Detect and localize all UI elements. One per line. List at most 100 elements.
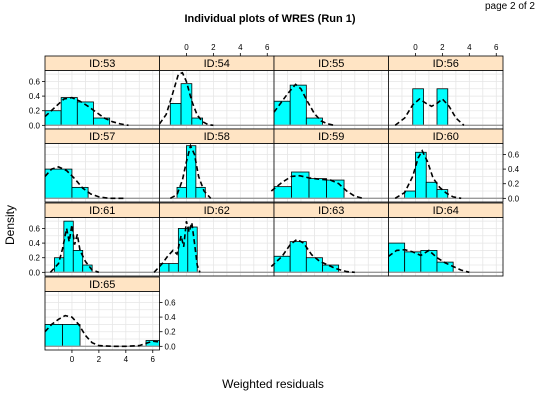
panel-id-65: ID:65 0 2 4 6 0.0 0.2 0.4 0.6 bbox=[44, 276, 177, 364]
histogram-bar bbox=[388, 242, 406, 273]
x-tick-label: 2 bbox=[440, 43, 445, 52]
histogram-bar bbox=[420, 250, 438, 273]
panel-frame bbox=[388, 143, 504, 203]
panel-id-61: ID:61 0.0 0.2 0.4 0.6 bbox=[29, 202, 160, 277]
y-tick-label: 0.6 bbox=[508, 150, 520, 159]
panel-strip-label: ID:65 bbox=[89, 279, 115, 291]
y-tick-label: 0.6 bbox=[29, 77, 41, 86]
panel-strip-label: ID:59 bbox=[318, 131, 344, 143]
panel-id-60: ID:60 0.0 0.2 0.4 0.6 bbox=[388, 128, 520, 203]
panel-id-55: ID:55 bbox=[273, 55, 389, 130]
x-tick-label: 6 bbox=[151, 355, 156, 364]
histogram-bar bbox=[404, 190, 416, 199]
histogram-bar bbox=[169, 103, 182, 126]
panel-strip-label: ID:55 bbox=[318, 58, 344, 70]
histogram-bar bbox=[326, 179, 345, 199]
density-curve bbox=[44, 96, 129, 127]
x-axis-title: Weighted residuals bbox=[222, 377, 324, 391]
x-tick-label: 4 bbox=[238, 43, 243, 52]
panel-id-54: ID:54 0 2 4 6 bbox=[158, 43, 275, 130]
histogram-bar bbox=[177, 228, 189, 273]
histogram-bar bbox=[308, 178, 327, 199]
x-tick-label: 0 bbox=[70, 355, 75, 364]
density-curve bbox=[270, 238, 355, 274]
density-curve bbox=[169, 143, 212, 200]
histogram-bar bbox=[44, 110, 62, 126]
histogram-bar bbox=[415, 151, 427, 199]
histogram-bar bbox=[412, 88, 424, 126]
y-tick-label: 0.6 bbox=[165, 298, 177, 307]
panel-strip-label: ID:58 bbox=[204, 131, 230, 143]
chart-title: Individual plots of WRES (Run 1) bbox=[184, 13, 355, 25]
y-tick-label: 0.4 bbox=[29, 92, 41, 101]
panel-strip-label: ID:62 bbox=[204, 205, 230, 217]
panel-strip-label: ID:61 bbox=[89, 205, 115, 217]
y-tick-label: 0.4 bbox=[508, 165, 520, 174]
y-tick-label: 0.2 bbox=[29, 254, 41, 263]
x-tick-label: 0 bbox=[413, 43, 418, 52]
density-curve bbox=[394, 97, 465, 126]
y-tick-label: 0.2 bbox=[165, 328, 177, 337]
panel-frame bbox=[44, 291, 160, 351]
panels-layer: ID:53 0.0 0.2 0.4 0.6 ID:54 0 2 4 6 ID:55 ID:56 0 2 4 6… bbox=[29, 43, 520, 364]
x-tick-label: 6 bbox=[494, 43, 499, 52]
histogram-bar bbox=[305, 117, 323, 126]
panel-strip-label: ID:57 bbox=[89, 131, 115, 143]
histogram-bar bbox=[60, 97, 78, 126]
y-tick-label: 0.0 bbox=[508, 194, 520, 203]
y-tick-label: 0.0 bbox=[29, 121, 41, 130]
histogram-bar bbox=[180, 83, 193, 126]
density-curve bbox=[44, 166, 126, 200]
y-tick-label: 0.4 bbox=[29, 239, 41, 248]
y-tick-label: 0.4 bbox=[165, 313, 177, 322]
panel-id-53: ID:53 0.0 0.2 0.4 0.6 bbox=[29, 55, 160, 130]
histogram-bar bbox=[425, 181, 438, 199]
panel-strip-label: ID:60 bbox=[433, 131, 459, 143]
histogram-bar bbox=[71, 186, 89, 199]
y-tick-label: 0.0 bbox=[29, 268, 41, 277]
panel-strip-label: ID:56 bbox=[433, 58, 459, 70]
density-curve bbox=[153, 221, 201, 273]
page-label: page 2 of 2 bbox=[485, 1, 535, 12]
y-tick-label: 0.2 bbox=[508, 180, 520, 189]
histogram-bar bbox=[436, 88, 449, 126]
histogram-bar bbox=[273, 255, 291, 273]
density-curve bbox=[158, 71, 214, 127]
histogram-bar bbox=[273, 100, 291, 126]
histogram-bar bbox=[273, 186, 292, 199]
panel-id-59: ID:59 bbox=[270, 128, 389, 203]
histogram-bar bbox=[289, 84, 307, 126]
y-tick-label: 0.2 bbox=[29, 107, 41, 116]
histogram-bar bbox=[54, 257, 65, 273]
histogram-bar bbox=[168, 263, 179, 273]
x-tick-label: 6 bbox=[265, 43, 270, 52]
panel-id-57: ID:57 bbox=[44, 128, 160, 203]
panel-frame bbox=[388, 217, 504, 277]
panel-strip-label: ID:63 bbox=[318, 205, 344, 217]
panel-strip-label: ID:54 bbox=[204, 58, 230, 70]
histogram-bar bbox=[62, 324, 81, 347]
density-curve bbox=[388, 248, 470, 274]
panel-id-56: ID:56 0 2 4 6 bbox=[388, 43, 504, 130]
panel-id-62: ID:62 bbox=[153, 202, 275, 277]
x-tick-label: 2 bbox=[211, 43, 216, 52]
panel-id-63: ID:63 bbox=[270, 202, 389, 277]
y-tick-label: 0.6 bbox=[29, 224, 41, 233]
y-axis-title: Density bbox=[3, 205, 17, 245]
density-curve bbox=[44, 314, 160, 348]
panel-id-58: ID:58 bbox=[159, 128, 275, 203]
histogram-bar bbox=[289, 241, 307, 273]
density-curve bbox=[273, 83, 335, 127]
x-tick-label: 2 bbox=[97, 355, 102, 364]
density-curve bbox=[394, 149, 462, 200]
x-tick-label: 4 bbox=[124, 355, 129, 364]
panel-strip-label: ID:53 bbox=[89, 58, 115, 70]
x-tick-label: 0 bbox=[184, 43, 189, 52]
histogram-bar bbox=[44, 168, 73, 199]
panel-strip-label: ID:64 bbox=[433, 205, 459, 217]
panel-id-64: ID:64 bbox=[388, 202, 504, 277]
x-tick-label: 4 bbox=[467, 43, 472, 52]
density-curve bbox=[49, 224, 100, 274]
y-tick-label: 0.0 bbox=[165, 342, 177, 351]
